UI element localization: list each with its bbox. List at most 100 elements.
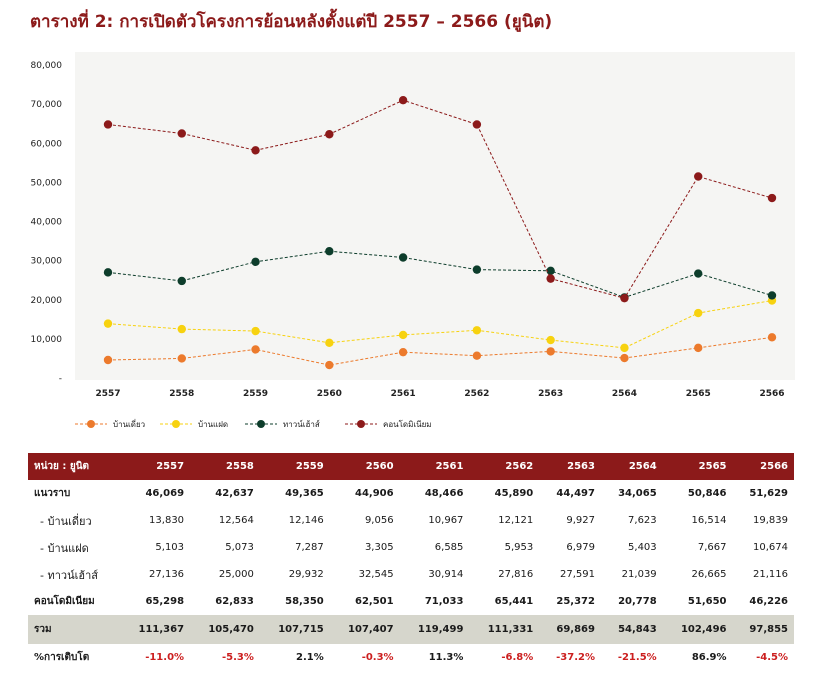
table-header-year: 2557 bbox=[156, 461, 185, 472]
table-cell: 9,927 bbox=[566, 515, 595, 526]
table-cell: 97,855 bbox=[749, 624, 788, 635]
table-cell: 71,033 bbox=[424, 596, 464, 607]
table-cell: -21.5% bbox=[617, 652, 657, 663]
data-point bbox=[398, 347, 408, 357]
data-point bbox=[694, 172, 703, 181]
table-cell: 105,470 bbox=[208, 624, 254, 635]
data-point bbox=[546, 266, 555, 275]
data-point bbox=[472, 265, 482, 274]
table-cell: 48,466 bbox=[424, 488, 464, 499]
legend-label: ทาวน์เฮ้าส์ bbox=[283, 419, 320, 429]
table-cell: -4.5% bbox=[756, 652, 788, 663]
data-point bbox=[103, 120, 113, 129]
table-cell: 6,585 bbox=[434, 542, 464, 553]
data-point bbox=[251, 326, 260, 336]
table-cell: 3,305 bbox=[364, 542, 394, 553]
legend-marker bbox=[357, 420, 365, 428]
table-cell: 5,073 bbox=[225, 542, 254, 553]
data-point bbox=[177, 354, 186, 363]
y-tick-label: 10,000 bbox=[31, 335, 63, 345]
table-cell: 44,497 bbox=[556, 488, 595, 499]
table-cell: 5,953 bbox=[504, 542, 534, 553]
table-cell: -5.3% bbox=[222, 652, 254, 663]
data-point bbox=[767, 333, 777, 342]
table-cell: 51,629 bbox=[749, 488, 788, 499]
table-header-row: หน่วย : ยูนิต 2557 2558 2559 2560 2561 2562 256… bbox=[28, 453, 794, 480]
data-point bbox=[472, 326, 482, 335]
table-cell: 7,623 bbox=[628, 515, 657, 526]
table-body: แนวราบ 46,069 42,637 49,365 44,906 48,466 45,8… bbox=[28, 480, 794, 671]
table-cell: 7,287 bbox=[295, 542, 324, 553]
table-cell: 25,000 bbox=[218, 569, 254, 580]
table-cell: 65,441 bbox=[494, 596, 534, 607]
table-header-year: 2558 bbox=[226, 461, 254, 472]
table-cell: 5,403 bbox=[628, 542, 657, 553]
table-row: รวม 111,367 105,470 107,715 107,407 119,499 11… bbox=[28, 615, 794, 644]
y-tick-label: 40,000 bbox=[31, 218, 63, 228]
data-point bbox=[694, 269, 703, 278]
table-cell: 27,816 bbox=[498, 569, 534, 580]
data-point bbox=[251, 345, 260, 354]
table-cell: 51,650 bbox=[687, 596, 727, 607]
data-point bbox=[472, 351, 482, 360]
table-cell: 111,331 bbox=[487, 624, 534, 635]
table-cell: -0.3% bbox=[361, 652, 394, 663]
table-header-year: 2564 bbox=[628, 461, 657, 472]
data-point bbox=[767, 291, 777, 300]
table-header-year: 2562 bbox=[505, 461, 534, 472]
x-tick-label: 2566 bbox=[759, 389, 784, 399]
x-tick-label: 2560 bbox=[317, 389, 342, 399]
row-label: - ทาวน์เฮ้าส์ bbox=[40, 568, 98, 582]
data-point bbox=[177, 276, 186, 286]
page-title: ตารางที่ 2: การเปิดตัวโครงการย้อนหลังตั้… bbox=[30, 12, 553, 32]
table-cell: 11.3% bbox=[428, 652, 464, 663]
table-cell: 107,407 bbox=[348, 624, 394, 635]
table-cell: 25,372 bbox=[556, 596, 595, 607]
x-axis-ticks: 2557 2558 2559 2560 2561 2562 2563 2564 2565 2566 bbox=[95, 389, 784, 399]
table-header-year: 2563 bbox=[567, 461, 595, 472]
x-tick-label: 2564 bbox=[612, 389, 637, 399]
data-point bbox=[177, 324, 186, 334]
table-cell: 102,496 bbox=[680, 624, 727, 635]
table-cell: 119,499 bbox=[417, 624, 464, 635]
table-cell: 2.1% bbox=[296, 652, 324, 663]
data-point bbox=[472, 120, 482, 129]
table-cell: 50,846 bbox=[687, 488, 727, 499]
data-point bbox=[398, 330, 408, 340]
y-tick-label: 60,000 bbox=[31, 139, 63, 149]
data-point bbox=[103, 319, 113, 328]
series-3 bbox=[103, 96, 777, 303]
y-tick-label: 70,000 bbox=[31, 100, 63, 110]
y-tick-label: 50,000 bbox=[31, 178, 63, 188]
table-cell: 27,591 bbox=[559, 569, 595, 580]
x-tick-label: 2565 bbox=[686, 389, 711, 399]
table-cell: 111,367 bbox=[138, 624, 185, 635]
data-point bbox=[325, 360, 334, 370]
data-point bbox=[620, 353, 629, 363]
row-label: รวม bbox=[34, 624, 52, 635]
x-tick-label: 2561 bbox=[391, 389, 416, 399]
table-row: คอนโดมิเนียม 65,298 62,833 58,350 62,501 71,0… bbox=[28, 588, 794, 615]
x-tick-label: 2558 bbox=[169, 389, 194, 399]
y-tick-label: - bbox=[59, 374, 62, 384]
data-point bbox=[398, 253, 408, 262]
row-label: แนวราบ bbox=[34, 488, 71, 499]
chart-legend: บ้านเดี่ยว บ้านแฝด ทาวน์เฮ้าส์ คอนโดมิเนียม bbox=[75, 418, 432, 429]
table-header-year: 2565 bbox=[698, 461, 727, 472]
series-0 bbox=[103, 333, 777, 370]
data-point bbox=[251, 257, 260, 266]
data-point bbox=[694, 343, 703, 353]
row-label: - บ้านแฝด bbox=[40, 541, 89, 555]
table-cell: 29,932 bbox=[288, 569, 324, 580]
data-point bbox=[767, 193, 777, 203]
table-cell: 16,514 bbox=[691, 515, 727, 526]
table-cell: 45,890 bbox=[494, 488, 534, 499]
data-point bbox=[251, 146, 260, 155]
table-header-unit: หน่วย : ยูนิต bbox=[34, 461, 90, 472]
table-cell: 44,906 bbox=[354, 488, 394, 499]
table-cell: 42,637 bbox=[215, 488, 254, 499]
series-1 bbox=[103, 296, 777, 353]
table-cell: 69,869 bbox=[556, 624, 595, 635]
table-cell: 7,667 bbox=[697, 542, 727, 553]
legend-item-2: ทาวน์เฮ้าส์ bbox=[245, 419, 320, 429]
